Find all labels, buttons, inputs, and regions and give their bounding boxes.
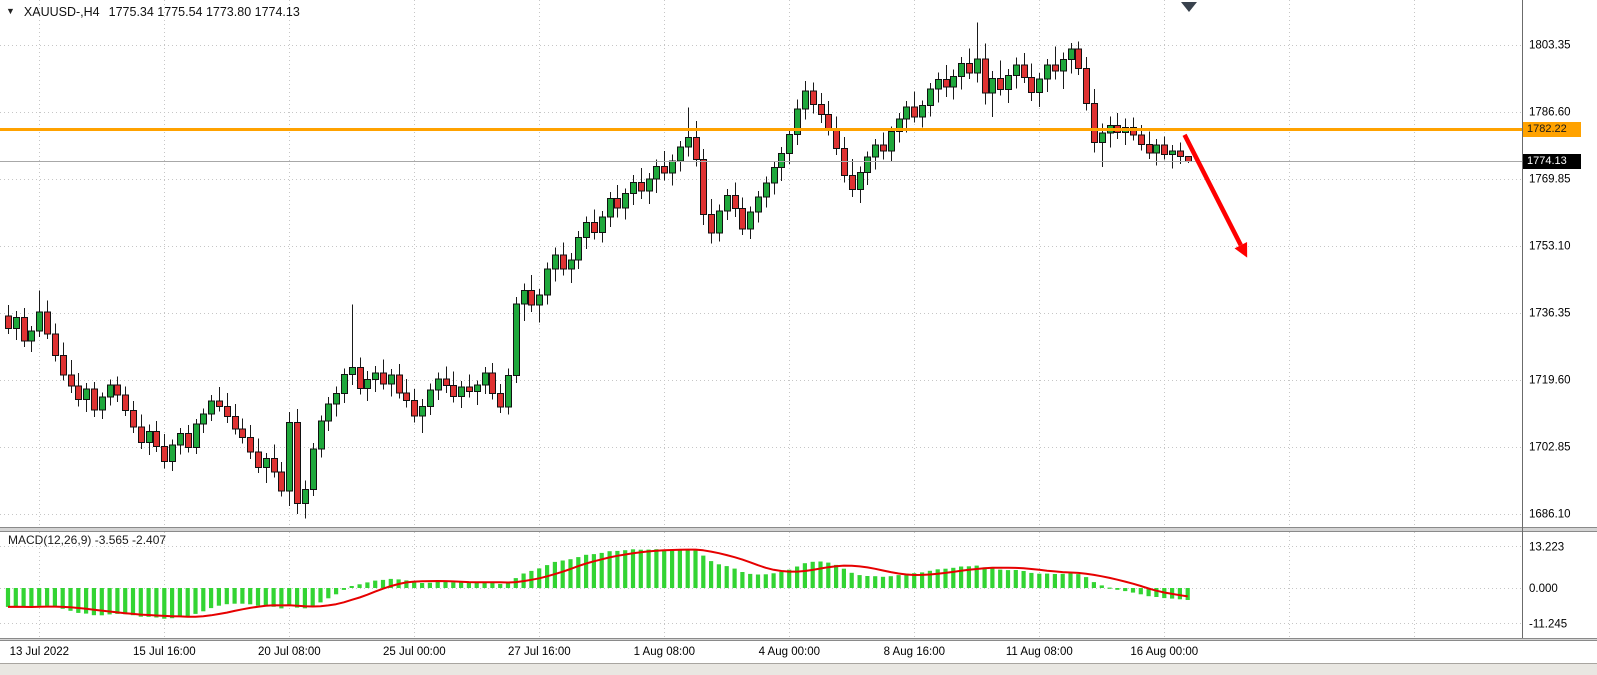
price-axis-label: 1769.85 [1529, 174, 1571, 186]
price-axis-label: 1736.35 [1529, 308, 1571, 320]
time-axis-label: 13 Jul 2022 [10, 646, 69, 658]
time-axis-label: 1 Aug 08:00 [634, 646, 695, 658]
time-axis-label: 4 Aug 00:00 [759, 646, 820, 658]
macd-histogram [5, 549, 1190, 619]
time-axis-label: 15 Jul 16:00 [133, 646, 196, 658]
macd-axis-label: 13.223 [1529, 541, 1564, 553]
chart-shift-marker-icon[interactable] [1181, 2, 1197, 12]
time-axis-label: 8 Aug 16:00 [884, 646, 945, 658]
price-axis-label: 1719.60 [1529, 375, 1571, 387]
price-axis-label: 1786.60 [1529, 107, 1571, 119]
pane-separator[interactable] [0, 638, 1597, 641]
trend-arrow[interactable] [1182, 133, 1243, 247]
bid-price-badge: 1774.13 [1523, 154, 1581, 169]
symbol-timeframe-label: XAUUSD-,H4 [23, 5, 100, 19]
price-axis-label: 1702.85 [1529, 442, 1571, 454]
symbol-dropdown-icon[interactable]: ▼ [6, 6, 15, 16]
price-axis-label: 1686.10 [1529, 509, 1571, 521]
window-bottom-edge [0, 664, 1597, 675]
time-axis-label: 27 Jul 16:00 [508, 646, 571, 658]
axis-labels: 1803.35 1786.60 1769.85 1753.10 1736.35 1719.… [10, 40, 1571, 658]
ohlc-values: 1775.34 1775.54 1773.80 1774.13 [108, 5, 300, 19]
pane-separator[interactable] [0, 527, 1597, 532]
chart-title: ▼ XAUUSD-,H4 1775.34 1775.54 1773.80 177… [6, 5, 300, 19]
price-axis-label: 1803.35 [1529, 40, 1571, 52]
time-axis-label: 20 Jul 08:00 [258, 646, 321, 658]
macd-axis-label: -11.245 [1529, 618, 1567, 630]
time-axis-label: 16 Aug 00:00 [1130, 646, 1198, 658]
macd-indicator-label: MACD(12,26,9) -3.565 -2.407 [8, 533, 167, 547]
time-axis-label: 11 Aug 08:00 [1006, 646, 1073, 658]
macd-signal-line [7, 548, 1188, 618]
macd-axis-label: 0.000 [1529, 583, 1558, 595]
resistance-price-badge: 1782.22 [1523, 122, 1581, 137]
time-axis-label: 25 Jul 00:00 [383, 646, 446, 658]
trend-arrow-head[interactable] [1234, 242, 1248, 258]
price-axis-label: 1753.10 [1529, 241, 1571, 253]
